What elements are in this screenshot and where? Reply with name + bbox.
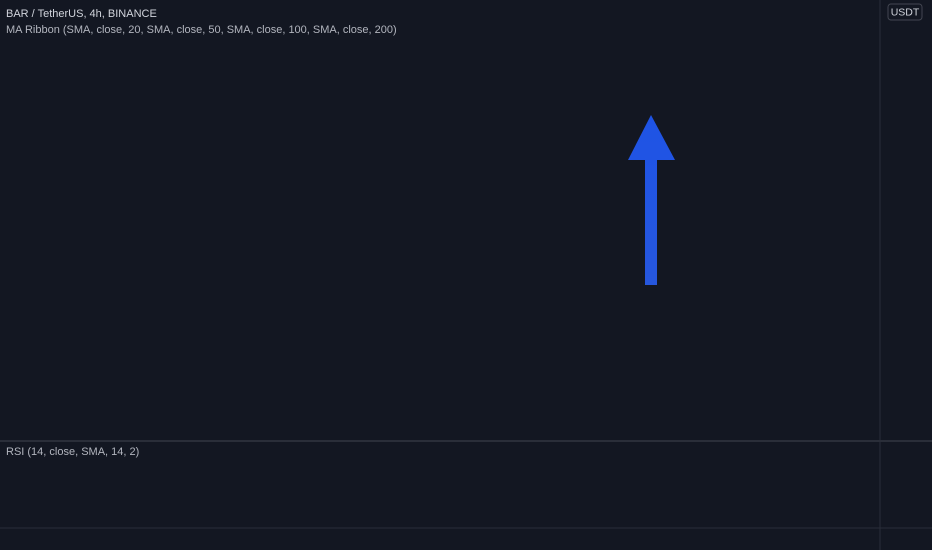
unit-box[interactable] xyxy=(887,3,923,21)
indicator-label: MA Ribbon (SMA, close, 20, SMA, close, 5… xyxy=(6,24,397,36)
rsi-label: RSI (14, close, SMA, 14, 2) xyxy=(6,446,139,458)
up-arrow xyxy=(628,115,675,285)
chart-title: BAR / TetherUS, 4h, BINANCE xyxy=(6,8,157,20)
unit: USDT xyxy=(891,6,920,18)
